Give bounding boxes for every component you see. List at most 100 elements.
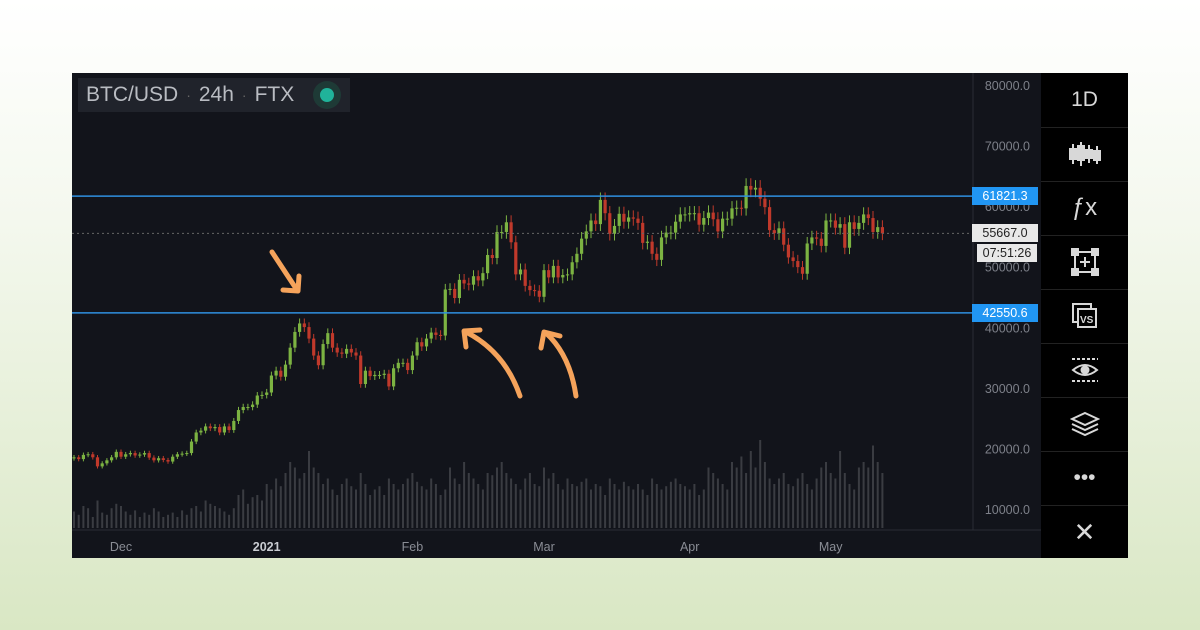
volume-bar <box>105 514 108 528</box>
volume-bar <box>585 478 588 528</box>
candlestick-icon <box>1068 142 1101 166</box>
candle-down <box>852 222 856 229</box>
candle-up <box>688 213 692 215</box>
y-tick-label: 80000.0 <box>985 79 1030 93</box>
candle-down <box>439 334 443 336</box>
volume-bar <box>378 486 381 528</box>
chart-type-button[interactable] <box>1041 127 1128 182</box>
volume-bar <box>604 495 607 528</box>
candle-down <box>833 220 837 228</box>
volume-bar <box>373 489 376 528</box>
more-button[interactable]: ••• <box>1041 451 1128 506</box>
candle-down <box>218 427 222 433</box>
volume-bar <box>101 512 104 528</box>
volume-bar <box>834 478 837 528</box>
volume-bar <box>387 478 390 528</box>
volume-bar <box>82 506 85 528</box>
candle-up <box>105 460 109 464</box>
layers-button[interactable] <box>1041 397 1128 452</box>
volume-bar <box>232 508 235 528</box>
chart-panel[interactable] <box>72 73 1128 558</box>
volume-bar <box>115 503 118 528</box>
volume-bar <box>110 508 113 528</box>
more-icon: ••• <box>1073 466 1096 489</box>
candle-up <box>471 276 476 285</box>
compare-button[interactable]: VS <box>1041 289 1128 344</box>
volume-bar <box>608 478 611 528</box>
candle-up <box>805 243 809 274</box>
volume-bar <box>458 484 461 528</box>
volume-bar <box>759 440 762 528</box>
candle-up <box>138 454 142 456</box>
volume-bar <box>745 473 748 528</box>
candle-down <box>819 238 823 246</box>
volume-bar <box>308 451 310 528</box>
candle-up <box>72 457 76 459</box>
x-tick-label: 2021 <box>253 540 281 554</box>
volume-bar <box>693 484 696 528</box>
candle-down <box>523 269 527 286</box>
volume-bar <box>293 467 296 528</box>
volume-bar <box>481 489 484 528</box>
volume-bar <box>731 462 733 528</box>
candle-down <box>636 218 640 223</box>
candle-up <box>222 426 226 433</box>
candle-up <box>570 262 574 275</box>
candle-down <box>763 198 767 208</box>
x-tick-label: May <box>819 540 843 554</box>
candle-down <box>340 352 344 354</box>
candle-up <box>580 238 584 254</box>
candle-down <box>307 327 311 339</box>
candle-down <box>650 241 654 254</box>
close-button[interactable]: ✕ <box>1041 505 1128 559</box>
candle-down <box>556 265 560 278</box>
volume-bar <box>510 478 513 528</box>
volume-bar <box>369 495 372 528</box>
volume-bar <box>270 489 273 528</box>
volume-bar <box>702 489 705 528</box>
candle-up <box>401 362 405 364</box>
volume-bar <box>345 478 348 528</box>
x-tick-label: Dec <box>110 540 132 554</box>
volume-bar <box>242 489 245 528</box>
volume-bar <box>204 500 207 528</box>
indicators-button[interactable]: ƒx <box>1041 181 1128 236</box>
volume-bar <box>486 473 489 528</box>
candle-up <box>100 463 104 467</box>
add-drawing-button[interactable] <box>1041 235 1128 290</box>
candle-up <box>213 427 217 429</box>
interval-button[interactable]: 1D <box>1041 73 1128 128</box>
volume-bar <box>181 510 184 528</box>
symbol-legend[interactable]: BTC/USD · 24h · FTX <box>78 78 350 112</box>
volume-bar <box>157 511 160 528</box>
add-drawing-icon <box>1070 248 1099 276</box>
volume-bar <box>825 462 827 528</box>
volume-bar <box>162 517 165 528</box>
candle-up <box>180 453 184 455</box>
candle-down <box>509 222 513 243</box>
candle-up <box>838 224 842 228</box>
volume-bar <box>632 489 635 528</box>
volume-bar <box>397 489 400 528</box>
candle-up <box>542 270 546 297</box>
candle-down <box>467 283 471 285</box>
volume-bar <box>590 489 592 528</box>
volume-bar <box>627 486 630 528</box>
candle-down <box>749 185 753 190</box>
candle-up <box>706 212 711 219</box>
volume-bar <box>712 473 715 528</box>
volume-bar <box>622 481 625 528</box>
candle-down <box>359 355 363 385</box>
candle-up <box>382 373 386 375</box>
volume-bar <box>806 484 809 528</box>
candle-down <box>316 355 320 366</box>
volume-bar <box>251 497 254 528</box>
volume-bar <box>411 473 414 528</box>
volume-bar <box>857 467 860 528</box>
candle-down <box>533 290 537 292</box>
resistance-price-tag: 61821.3 <box>972 187 1038 205</box>
visibility-button[interactable] <box>1041 343 1128 398</box>
volume-bar <box>453 478 456 528</box>
volume-bar <box>425 489 428 528</box>
